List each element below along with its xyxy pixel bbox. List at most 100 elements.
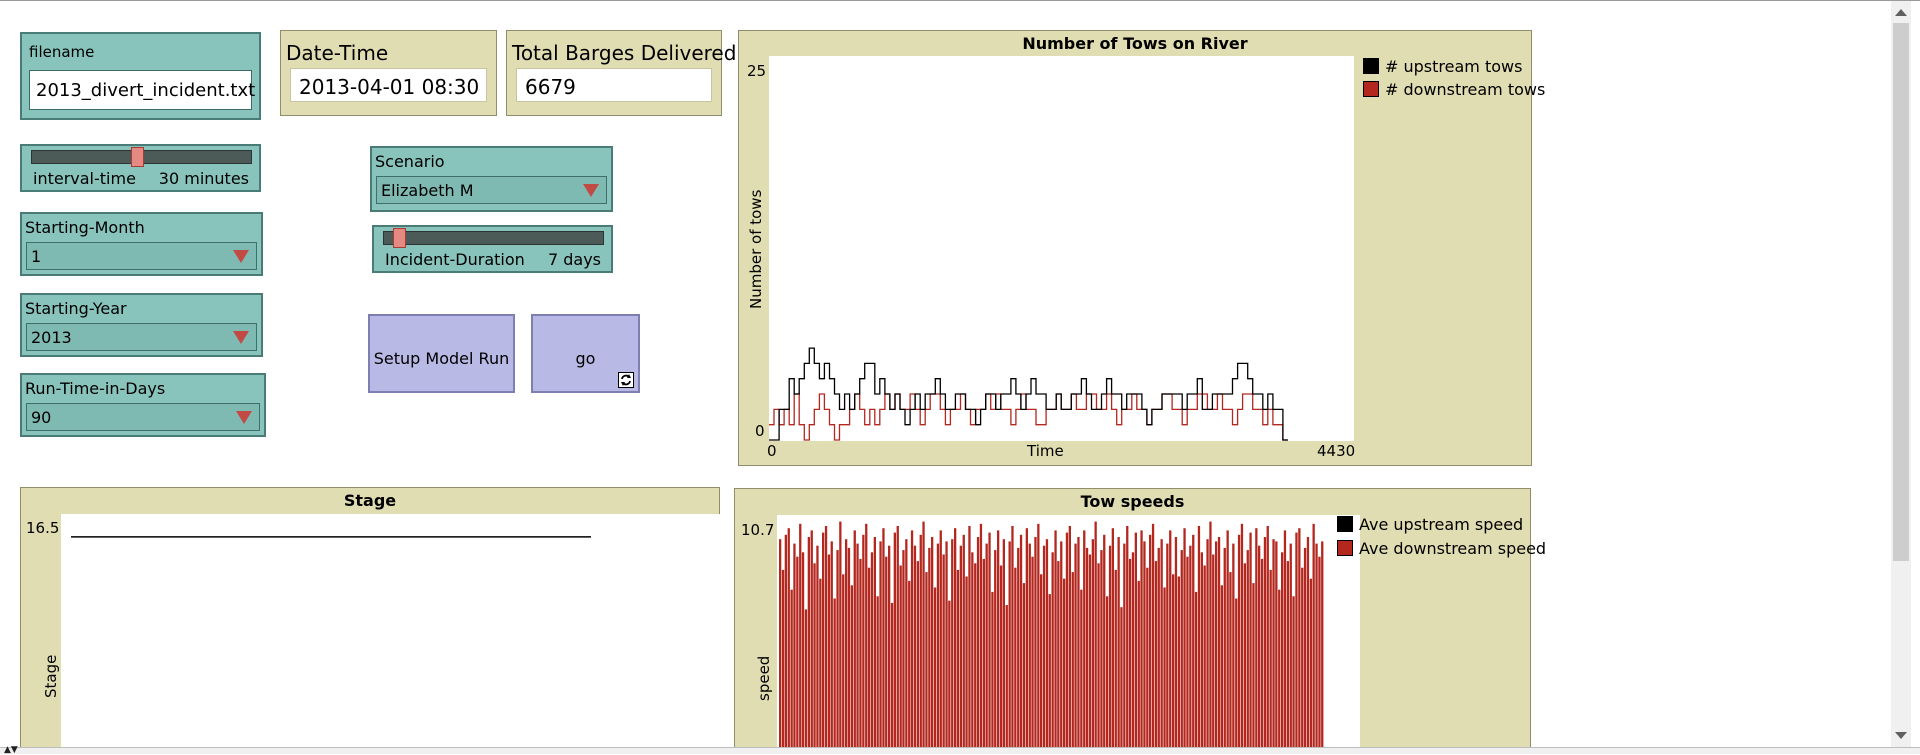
speed-bar	[1169, 530, 1172, 750]
speed-bar	[1068, 526, 1071, 750]
speed-bar	[1123, 543, 1126, 750]
speed-bar	[859, 558, 862, 750]
starting-year-chooser[interactable]: Starting-Year 2013	[20, 293, 263, 357]
speed-bar	[1240, 523, 1244, 750]
speed-bar	[971, 552, 974, 750]
speed-bar	[931, 537, 934, 750]
speed-bar	[965, 576, 968, 750]
speed-bar	[784, 534, 787, 750]
window-top-border	[0, 0, 1920, 1]
speed-bar	[1114, 569, 1117, 750]
speed-bar	[876, 596, 879, 750]
vertical-scrollbar[interactable]	[1891, 1, 1911, 747]
run-time-value: 90	[31, 408, 52, 427]
setup-model-run-button[interactable]: Setup Model Run	[368, 314, 515, 393]
speed-bar	[830, 541, 833, 750]
starting-month-chooser[interactable]: Starting-Month 1	[20, 212, 263, 276]
speed-bar	[850, 585, 853, 750]
speed-bar	[948, 600, 951, 750]
run-time-dropdown[interactable]: 90	[26, 403, 260, 431]
speed-bar	[1269, 569, 1272, 750]
speed-bar	[1215, 541, 1218, 750]
speed-bar	[1203, 565, 1206, 750]
speed-bar	[1040, 574, 1043, 750]
scroll-up-arrow-icon[interactable]	[1895, 9, 1907, 16]
speed-bar	[1071, 572, 1074, 750]
speed-bar	[1037, 523, 1040, 750]
filename-input[interactable]: 2013_divert_incident.txt	[29, 70, 255, 110]
speed-bar	[1131, 552, 1135, 750]
speed-bar	[999, 565, 1003, 750]
speed-bar	[1180, 550, 1183, 750]
speed-bar	[1060, 541, 1063, 750]
dropdown-arrow-icon	[233, 250, 249, 263]
speed-bar	[945, 541, 948, 750]
speed-bar	[916, 561, 919, 750]
speed-bar	[824, 526, 828, 750]
speed-bar	[1212, 554, 1215, 750]
starting-year-dropdown[interactable]: 2013	[26, 323, 257, 351]
speed-bar	[787, 528, 790, 750]
stage-plot: Stage 16.5 Stage	[20, 487, 729, 750]
scroll-down-arrow-icon[interactable]	[1895, 732, 1907, 739]
speed-bar	[1054, 530, 1057, 750]
incident-duration-slider[interactable]: Incident-Duration 7 days	[372, 225, 613, 273]
speed-bar	[1028, 543, 1031, 750]
speed-y-tick-max: 10.7	[741, 521, 775, 539]
speed-bar	[905, 539, 908, 750]
speed-bar	[1258, 545, 1261, 750]
run-time-chooser[interactable]: Run-Time-in-Days 90	[20, 373, 266, 437]
speed-bar	[1252, 583, 1255, 750]
speed-bar	[1246, 550, 1249, 750]
go-button[interactable]: go	[531, 314, 640, 393]
speed-bar	[1137, 580, 1140, 750]
speed-bar	[796, 556, 799, 750]
speed-bar	[1166, 543, 1169, 750]
tows-plot-svg	[769, 347, 1288, 441]
slider-knob[interactable]	[130, 147, 144, 167]
speed-bar	[1063, 578, 1066, 750]
speed-bar	[1174, 537, 1178, 750]
speed-bar	[856, 543, 859, 750]
slider-knob[interactable]	[393, 228, 407, 248]
speed-bar	[885, 556, 888, 750]
forever-loop-icon	[618, 372, 634, 388]
speed-bar	[1298, 528, 1301, 750]
speed-bar	[1301, 567, 1304, 750]
scroll-thumb[interactable]	[1893, 23, 1909, 561]
speed-bar	[1091, 539, 1094, 750]
speed-bar	[810, 530, 813, 750]
speed-bar	[1143, 541, 1146, 750]
speed-bar	[997, 530, 1000, 750]
speed-bar	[1097, 563, 1100, 750]
tows-x-axis-label: Time	[1027, 442, 1064, 460]
starting-year-value: 2013	[31, 328, 72, 347]
speed-bar	[1100, 550, 1103, 750]
speed-bar	[1065, 532, 1069, 750]
run-time-label: Run-Time-in-Days	[25, 379, 166, 398]
resize-grip-icon[interactable]: ▲▼	[4, 745, 18, 755]
speed-bar	[827, 554, 831, 750]
speed-bar	[1183, 528, 1186, 750]
speed-bar	[1318, 556, 1321, 750]
speed-bar	[793, 543, 796, 750]
speed-bar	[1034, 537, 1037, 750]
interval-time-slider[interactable]: interval-time 30 minutes	[20, 144, 261, 192]
starting-month-dropdown[interactable]: 1	[26, 242, 257, 270]
scenario-dropdown[interactable]: Elizabeth M	[376, 176, 607, 204]
speed-bar	[1220, 585, 1223, 750]
speed-bar	[1160, 539, 1163, 750]
scenario-label: Scenario	[375, 152, 445, 171]
series-line-1	[769, 393, 1288, 441]
date-time-monitor: Date-Time 2013-04-01 08:30	[280, 30, 497, 116]
speed-bar	[942, 554, 945, 750]
scenario-chooser[interactable]: Scenario Elizabeth M	[370, 146, 613, 212]
speed-bar	[790, 589, 793, 750]
starting-month-label: Starting-Month	[25, 218, 145, 237]
speed-bar	[781, 569, 785, 750]
speed-bar	[842, 574, 845, 750]
speed-bar	[1309, 578, 1312, 750]
stage-plot-svg	[71, 536, 591, 538]
speed-bar	[845, 539, 848, 750]
tows-x-tick-max: 4430	[1317, 442, 1356, 460]
